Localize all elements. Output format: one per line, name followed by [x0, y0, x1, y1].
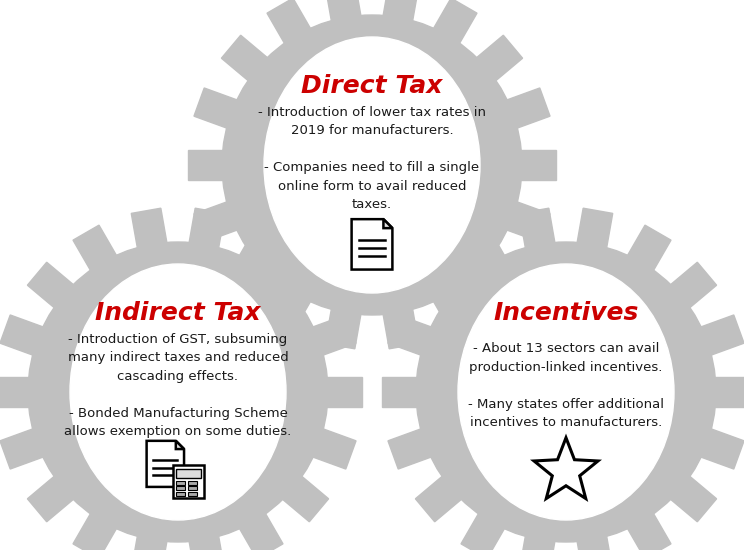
- Polygon shape: [577, 208, 613, 251]
- Polygon shape: [519, 208, 556, 251]
- Bar: [176, 481, 185, 485]
- Polygon shape: [188, 533, 225, 550]
- Polygon shape: [131, 533, 167, 550]
- Ellipse shape: [458, 264, 674, 520]
- Polygon shape: [188, 208, 225, 251]
- Polygon shape: [415, 474, 464, 522]
- Text: - About 13 sectors can avail
production-linked incentives.

- Many states offer : - About 13 sectors can avail production-…: [468, 342, 664, 429]
- Circle shape: [222, 15, 522, 315]
- Polygon shape: [0, 377, 32, 407]
- Polygon shape: [382, 377, 420, 407]
- Polygon shape: [388, 428, 434, 469]
- Polygon shape: [383, 219, 392, 228]
- Polygon shape: [222, 248, 270, 295]
- Bar: [173, 465, 204, 498]
- Polygon shape: [147, 441, 184, 487]
- Polygon shape: [267, 0, 312, 46]
- Polygon shape: [194, 201, 240, 242]
- Text: - Introduction of lower tax rates in
2019 for manufacturers.

- Companies need t: - Introduction of lower tax rates in 201…: [258, 106, 486, 211]
- Polygon shape: [0, 428, 46, 469]
- Text: Incentives: Incentives: [493, 301, 638, 324]
- Polygon shape: [325, 306, 362, 349]
- Polygon shape: [712, 377, 744, 407]
- Polygon shape: [325, 0, 362, 24]
- Polygon shape: [698, 428, 744, 469]
- Polygon shape: [577, 533, 613, 550]
- Bar: [188, 492, 197, 496]
- Bar: [188, 486, 197, 491]
- Polygon shape: [504, 201, 550, 242]
- Polygon shape: [698, 315, 744, 356]
- Polygon shape: [310, 428, 356, 469]
- Polygon shape: [474, 248, 522, 295]
- Polygon shape: [388, 315, 434, 356]
- Polygon shape: [280, 262, 329, 310]
- Polygon shape: [0, 315, 46, 356]
- Bar: [188, 481, 197, 485]
- Polygon shape: [131, 208, 167, 251]
- Polygon shape: [267, 284, 312, 332]
- Polygon shape: [415, 262, 464, 310]
- Ellipse shape: [70, 264, 286, 520]
- Polygon shape: [626, 511, 671, 550]
- Polygon shape: [280, 474, 329, 522]
- Polygon shape: [238, 225, 283, 273]
- Polygon shape: [73, 511, 118, 550]
- Polygon shape: [352, 219, 392, 270]
- Polygon shape: [28, 262, 76, 310]
- Text: Direct Tax: Direct Tax: [301, 74, 443, 98]
- Polygon shape: [310, 315, 356, 356]
- Polygon shape: [668, 474, 716, 522]
- Polygon shape: [382, 0, 419, 24]
- Polygon shape: [668, 262, 716, 310]
- Polygon shape: [504, 88, 550, 129]
- Text: Indirect Tax: Indirect Tax: [95, 301, 260, 324]
- Polygon shape: [382, 306, 419, 349]
- Ellipse shape: [264, 37, 480, 293]
- Polygon shape: [519, 533, 556, 550]
- Polygon shape: [28, 474, 76, 522]
- Polygon shape: [73, 225, 118, 273]
- Polygon shape: [194, 88, 240, 129]
- Polygon shape: [432, 284, 477, 332]
- Polygon shape: [518, 150, 556, 180]
- Polygon shape: [188, 150, 226, 180]
- Polygon shape: [474, 35, 522, 82]
- Bar: [176, 492, 185, 496]
- Circle shape: [416, 242, 716, 542]
- Bar: [176, 469, 201, 478]
- Polygon shape: [176, 441, 184, 449]
- Polygon shape: [461, 225, 506, 273]
- Polygon shape: [461, 511, 506, 550]
- Bar: [176, 486, 185, 491]
- Polygon shape: [432, 0, 477, 46]
- Polygon shape: [238, 511, 283, 550]
- Circle shape: [28, 242, 328, 542]
- Polygon shape: [222, 35, 270, 82]
- Polygon shape: [324, 377, 362, 407]
- Polygon shape: [626, 225, 671, 273]
- Text: - Introduction of GST, subsuming
many indirect taxes and reduced
cascading effec: - Introduction of GST, subsuming many in…: [65, 333, 292, 438]
